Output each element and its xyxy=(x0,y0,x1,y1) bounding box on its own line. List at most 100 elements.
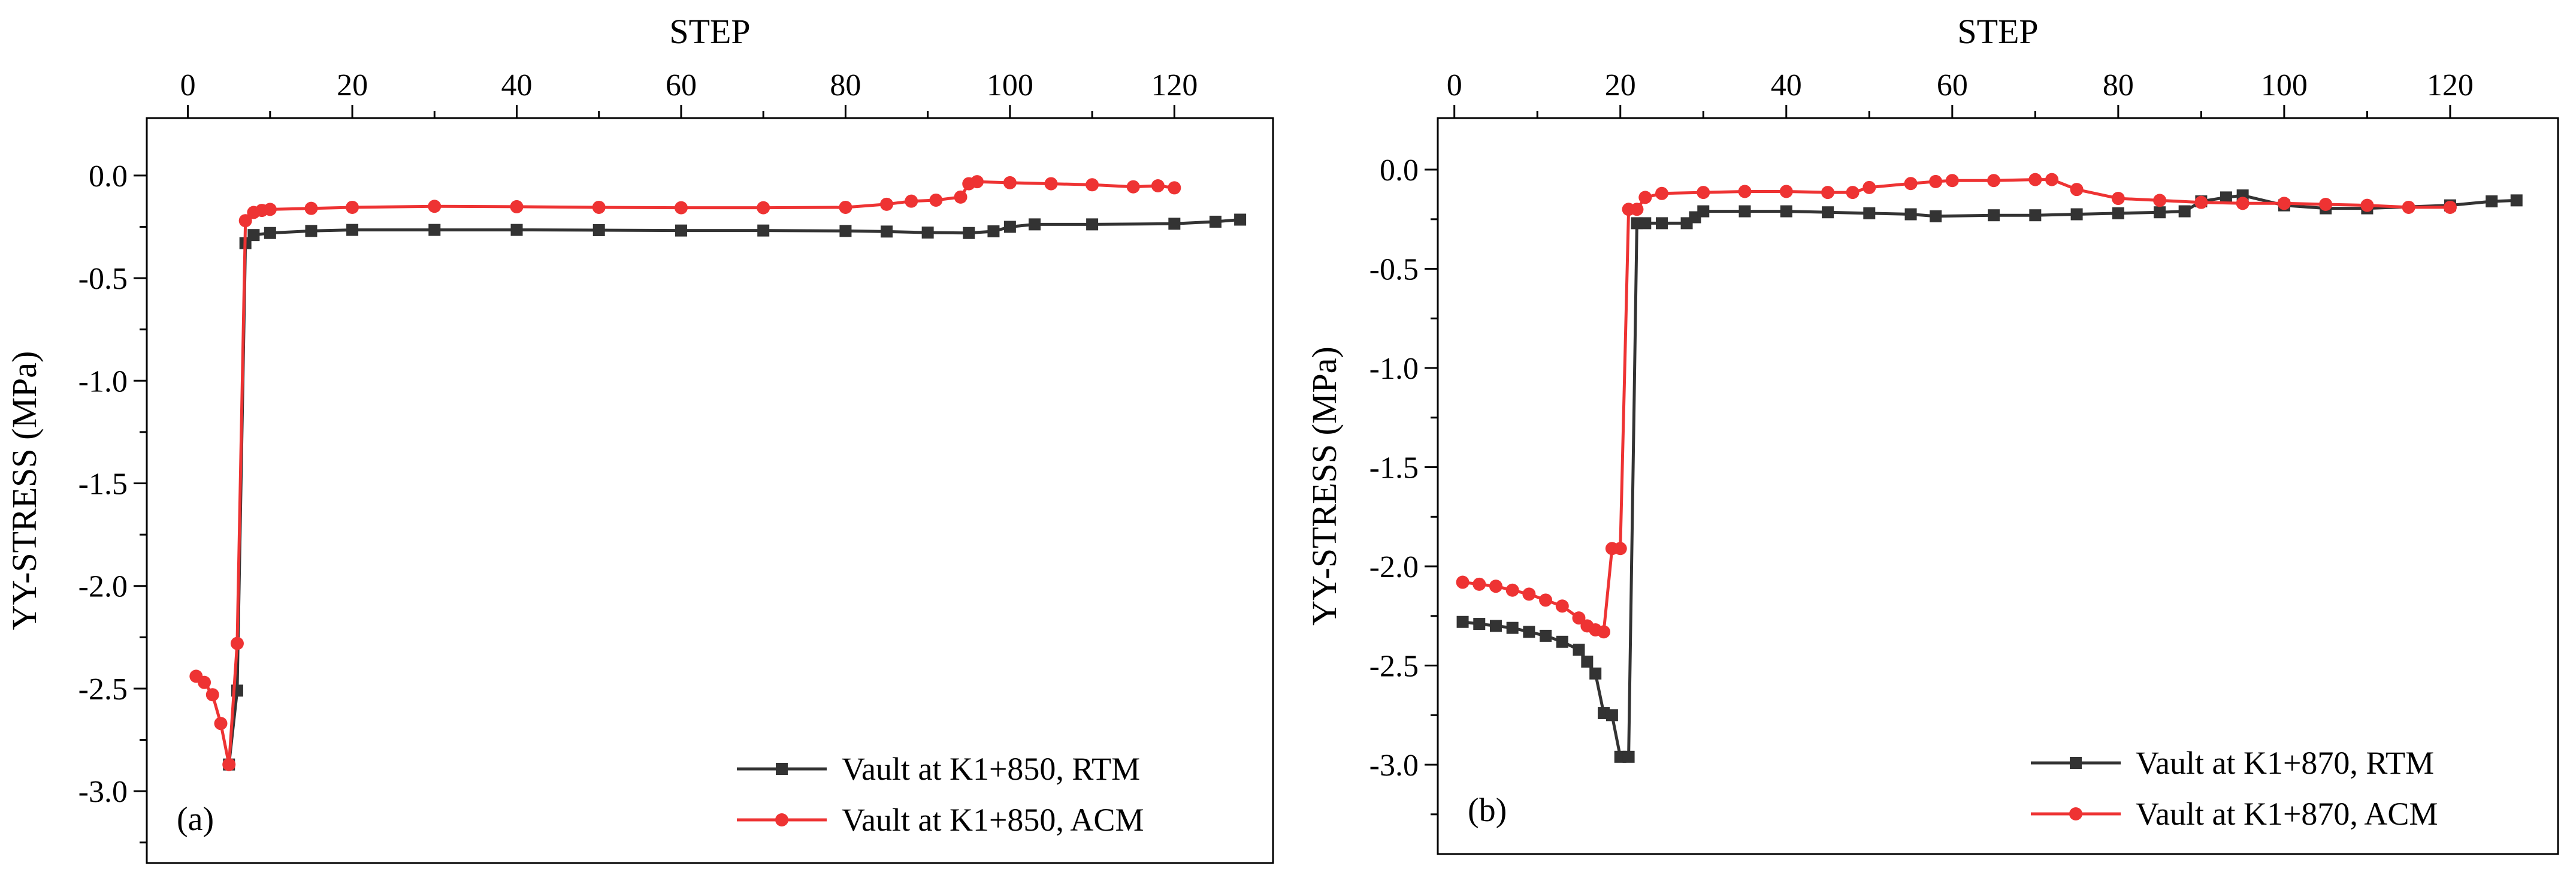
data-point xyxy=(921,227,934,239)
data-point xyxy=(1622,750,1635,763)
legend-marker xyxy=(775,813,788,826)
data-point xyxy=(264,227,276,239)
data-point xyxy=(963,227,975,239)
data-point xyxy=(1506,621,1519,634)
data-point xyxy=(1697,186,1710,200)
series-acm xyxy=(1456,173,2457,639)
data-point xyxy=(2178,205,2191,218)
legend-box xyxy=(2019,737,2546,842)
x-axis-label: STEP xyxy=(1957,12,2038,51)
data-point xyxy=(1846,186,1860,200)
data-point xyxy=(1606,709,1618,722)
x-tick-label: 20 xyxy=(337,68,368,102)
data-point xyxy=(2194,195,2208,209)
data-point xyxy=(2486,195,2498,208)
x-tick-label: 40 xyxy=(501,68,533,102)
data-point xyxy=(2070,183,2084,197)
data-point xyxy=(2111,192,2125,206)
data-point xyxy=(757,224,770,237)
data-point xyxy=(2510,194,2523,207)
legend-label: Vault at K1+850, ACM xyxy=(842,802,1144,838)
data-point xyxy=(1581,655,1594,668)
data-point xyxy=(2153,194,2167,207)
x-tick-label: 60 xyxy=(666,68,697,102)
data-point xyxy=(1556,635,1568,648)
data-point xyxy=(1945,174,1959,188)
y-tick-label: 0.0 xyxy=(89,159,128,194)
data-point xyxy=(1168,181,1181,195)
y-tick-label: -0.5 xyxy=(78,262,128,296)
data-point xyxy=(1988,209,2000,222)
data-point xyxy=(1473,577,1486,591)
series-line xyxy=(195,180,1175,767)
legend-box xyxy=(725,743,1252,848)
y-tick-label: -1.0 xyxy=(1369,352,1419,386)
y-tick-label: -1.5 xyxy=(1369,451,1419,485)
data-point xyxy=(230,636,244,650)
data-point xyxy=(1003,176,1017,189)
series-rtm xyxy=(223,213,1247,771)
data-point xyxy=(2319,197,2333,211)
data-point xyxy=(1904,177,1918,191)
legend: Vault at K1+850, RTM Vault at K1+850, ACM xyxy=(725,743,1252,848)
data-point xyxy=(2154,206,2166,219)
data-point xyxy=(214,717,228,731)
y-tick-label: -2.0 xyxy=(78,570,128,604)
data-point xyxy=(1638,191,1652,204)
data-point xyxy=(1572,611,1586,625)
legend-marker xyxy=(2070,757,2082,769)
data-point xyxy=(1044,177,1058,191)
data-point xyxy=(1151,179,1165,192)
data-point xyxy=(305,225,318,237)
data-point xyxy=(346,224,359,236)
data-point xyxy=(674,201,688,215)
data-point xyxy=(1505,583,1519,597)
data-point xyxy=(2112,207,2124,219)
panel-label: (b) xyxy=(1468,792,1507,829)
y-tick-label: -2.5 xyxy=(78,672,128,707)
data-point xyxy=(987,225,1000,238)
data-point xyxy=(428,224,441,236)
data-point xyxy=(1597,625,1611,639)
x-tick-label: 80 xyxy=(830,68,861,102)
x-tick-label: 0 xyxy=(180,68,196,102)
data-point xyxy=(1863,207,1876,219)
x-tick-label: 60 xyxy=(1937,68,1968,102)
data-point xyxy=(198,675,211,689)
data-point xyxy=(1540,629,1552,642)
data-point xyxy=(1522,587,1536,601)
data-point xyxy=(346,200,359,214)
x-tick-label: 100 xyxy=(2261,68,2308,102)
x-tick-label: 120 xyxy=(2427,68,2474,102)
data-point xyxy=(1086,218,1099,231)
plot-frame xyxy=(1437,117,2559,855)
data-point xyxy=(1822,206,1834,219)
legend-label: Vault at K1+850, RTM xyxy=(842,751,1140,787)
data-point xyxy=(1904,208,1917,221)
data-point xyxy=(1929,174,1943,188)
data-point xyxy=(247,229,260,242)
data-point xyxy=(1739,205,1751,218)
data-point xyxy=(1639,217,1652,230)
y-axis-label: YY-STRESS (MPa) xyxy=(5,351,44,630)
data-point xyxy=(905,194,918,208)
data-point xyxy=(1234,213,1247,226)
y-axis-label: YY-STRESS (MPa) xyxy=(1305,346,1344,626)
x-tick-label: 20 xyxy=(1605,68,1636,102)
x-tick-label: 40 xyxy=(1771,68,1802,102)
data-point xyxy=(1523,626,1535,638)
data-point xyxy=(1656,217,1668,230)
series-acm xyxy=(189,175,1181,771)
data-point xyxy=(1086,178,1099,192)
y-tick-label: -0.5 xyxy=(1369,253,1419,287)
data-point xyxy=(1697,205,1710,218)
data-point xyxy=(1738,185,1752,198)
x-tick-label: 0 xyxy=(1447,68,1462,102)
data-point xyxy=(2443,200,2457,214)
y-tick-label: -1.5 xyxy=(78,467,128,502)
data-point xyxy=(1489,620,1502,632)
data-point xyxy=(1655,186,1668,200)
y-tick-label: -3.0 xyxy=(1369,749,1419,783)
data-point xyxy=(1456,615,1469,628)
